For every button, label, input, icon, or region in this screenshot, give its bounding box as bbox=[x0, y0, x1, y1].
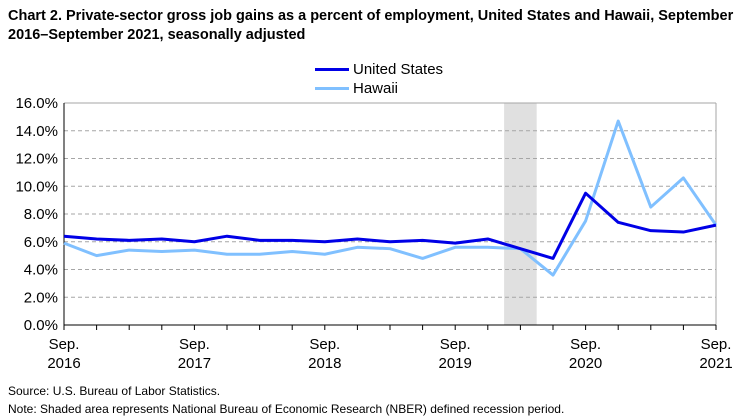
y-tick-label: 0.0% bbox=[24, 317, 58, 334]
legend-item-us: United States bbox=[315, 60, 443, 79]
x-tick-label: 2019 bbox=[439, 355, 472, 372]
legend-label-hawaii: Hawaii bbox=[353, 80, 399, 97]
y-tick-label: 4.0% bbox=[24, 262, 58, 279]
legend-swatch-hawaii bbox=[315, 87, 349, 90]
x-tick-label: Sep. bbox=[701, 336, 732, 353]
x-tick-label: 2020 bbox=[569, 355, 602, 372]
source-note: Source: U.S. Bureau of Labor Statistics. bbox=[8, 384, 221, 398]
x-tick-label: Sep. bbox=[179, 336, 210, 353]
legend-item-hawaii: Hawaii bbox=[315, 79, 443, 98]
y-tick-label: 2.0% bbox=[24, 289, 58, 306]
series-line-hawaii bbox=[63, 119, 718, 277]
x-tick-label: 2017 bbox=[178, 355, 211, 372]
x-tick-label: 2018 bbox=[308, 355, 341, 372]
y-tick-label: 8.0% bbox=[24, 206, 58, 223]
legend: United States Hawaii bbox=[315, 60, 443, 98]
y-tick-label: 14.0% bbox=[15, 123, 58, 140]
x-tick-label: Sep. bbox=[49, 336, 80, 353]
x-tick-label: 2016 bbox=[47, 355, 80, 372]
x-tick-label: Sep. bbox=[309, 336, 340, 353]
footnote: Note: Shaded area represents National Bu… bbox=[8, 402, 565, 416]
y-tick-label: 12.0% bbox=[15, 151, 58, 168]
x-tick-label: Sep. bbox=[570, 336, 601, 353]
series-line-united-states bbox=[63, 191, 717, 260]
y-tick-label: 16.0% bbox=[15, 95, 58, 112]
x-tick-label: Sep. bbox=[440, 336, 471, 353]
legend-label-us: United States bbox=[353, 61, 444, 78]
y-tick-label: 10.0% bbox=[15, 178, 58, 195]
y-tick-label: 6.0% bbox=[24, 234, 58, 251]
x-tick-label: 2021 bbox=[699, 355, 732, 372]
legend-swatch-us bbox=[315, 68, 349, 71]
chart-title: Chart 2. Private-sector gross job gains … bbox=[8, 8, 734, 43]
